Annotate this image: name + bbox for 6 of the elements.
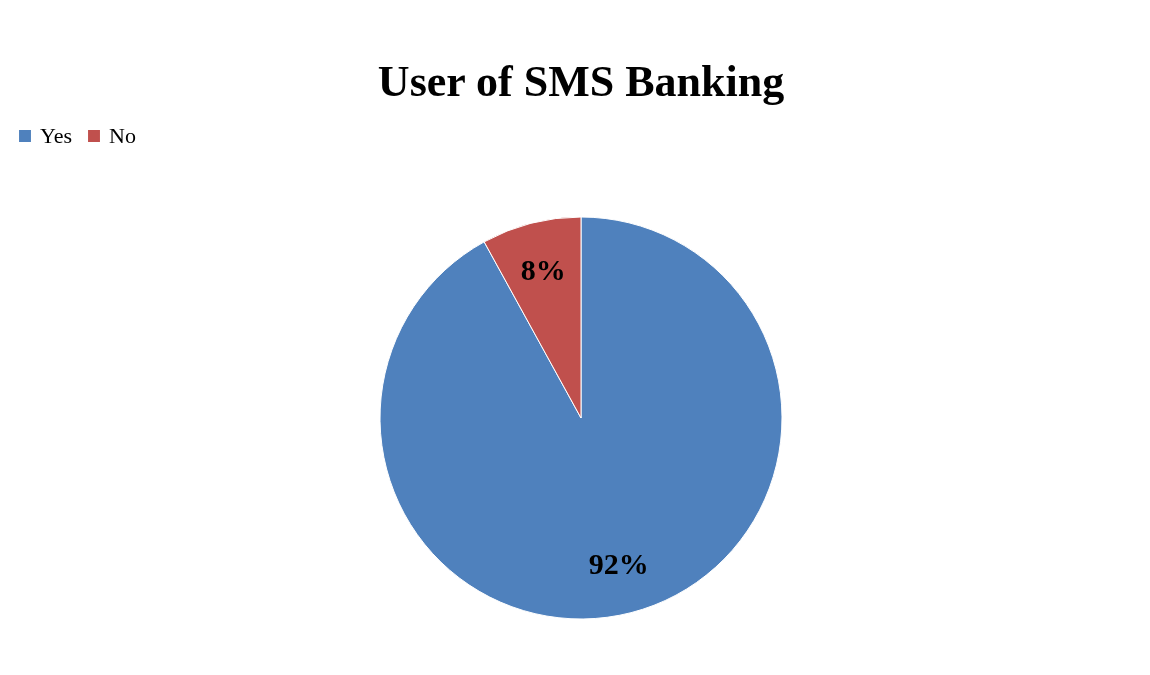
pie-slice [379, 216, 783, 620]
legend-label: No [109, 123, 136, 148]
chart-title: User of SMS Banking [377, 57, 785, 106]
data-label: 8% [520, 252, 566, 286]
legend-label: Yes [40, 123, 73, 148]
data-label: 92% [588, 547, 649, 581]
